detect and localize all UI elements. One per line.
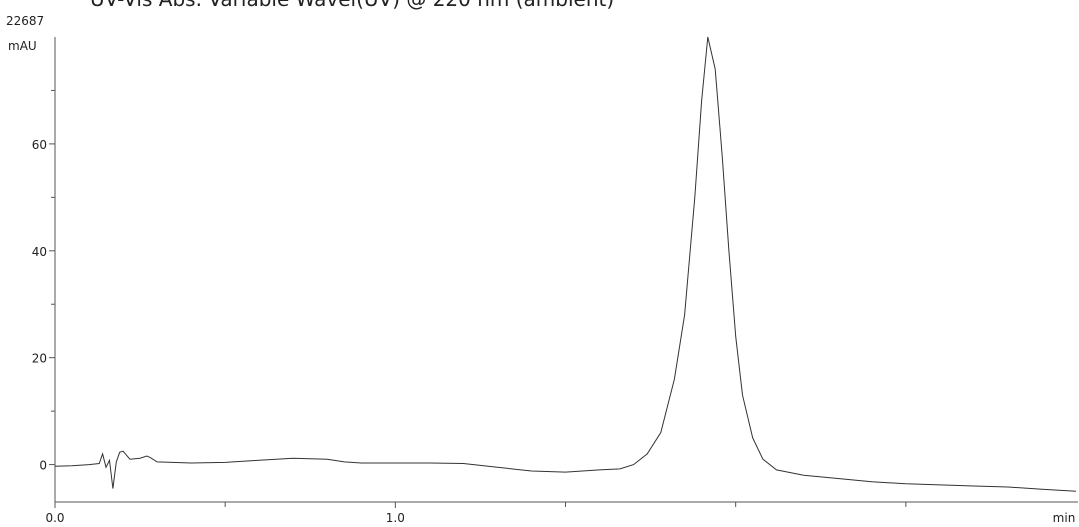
y-tick-label: 40 — [32, 245, 47, 259]
data-line — [54, 36, 1077, 492]
x-tick-label: 1.0 — [386, 511, 405, 525]
y-tick-label: 0 — [39, 459, 47, 473]
chart-title: UV-Vis Abs. Variable Wavel(UV) @ 220 nm … — [90, 0, 614, 11]
y-tick-label: 60 — [32, 138, 47, 152]
y-tick-label: 20 — [32, 352, 47, 366]
x-tick-label: 0.0 — [45, 511, 64, 525]
x-axis-label: min — [1053, 511, 1076, 525]
y-axis-label: mAU — [8, 39, 37, 53]
corner-label: 22687 — [6, 14, 44, 28]
